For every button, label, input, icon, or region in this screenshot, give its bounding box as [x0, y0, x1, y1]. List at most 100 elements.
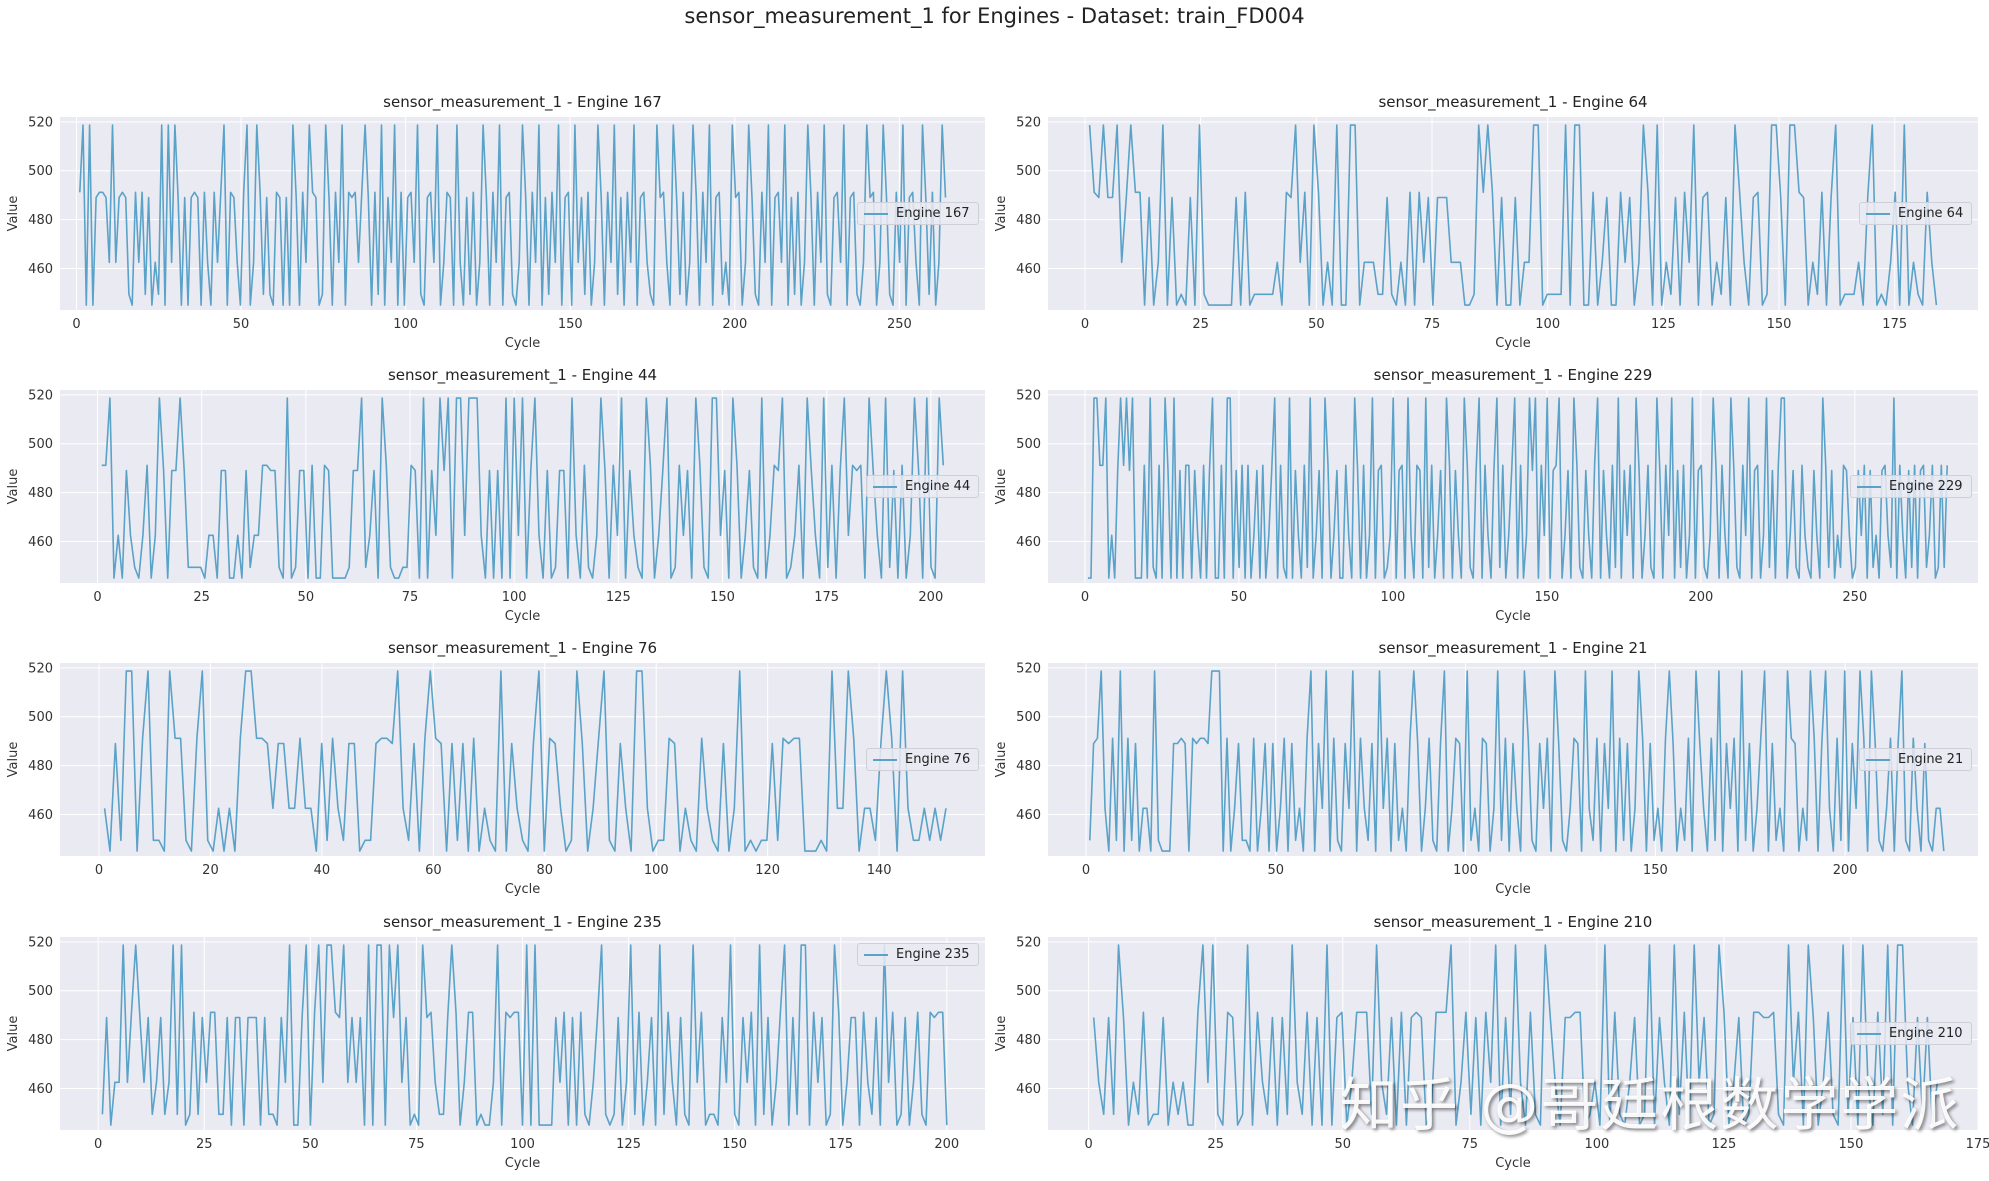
- x-tick-label: 250: [1842, 590, 1867, 605]
- legend: Engine 21: [1859, 748, 1973, 771]
- x-tick-label: 125: [1651, 317, 1676, 332]
- y-tick-label: 480: [1016, 759, 1041, 774]
- x-tick-label: 150: [558, 317, 583, 332]
- y-tick-label: 520: [1016, 115, 1041, 130]
- y-axis-label: Value: [6, 196, 21, 232]
- y-tick-label: 460: [1016, 535, 1041, 550]
- legend: Engine 167: [857, 202, 979, 225]
- y-tick-label: 480: [28, 213, 53, 228]
- legend-label: Engine 210: [1889, 1026, 1963, 1041]
- x-axis-label: Cycle: [1495, 336, 1531, 351]
- x-tick-label: 100: [1380, 590, 1405, 605]
- y-axis-label: Value: [994, 742, 1009, 778]
- x-tick-label: 50: [302, 1137, 319, 1152]
- x-tick-label: 50: [1308, 317, 1325, 332]
- series-line: [101, 397, 945, 579]
- y-tick-label: 460: [28, 262, 53, 277]
- subplot-2: 0 25 50 75 100 125 150 175 200 460 480 500 520 sensor…: [6, 366, 985, 624]
- x-tick-label: 100: [1535, 317, 1560, 332]
- x-axis-label: Cycle: [505, 882, 541, 897]
- y-tick-label: 460: [28, 1082, 53, 1097]
- figure-title: sensor_measurement_1 for Engines - Datas…: [684, 4, 1305, 28]
- x-tick-label: 175: [1882, 317, 1907, 332]
- x-tick-label: 125: [1711, 1137, 1736, 1152]
- x-tick-label: 100: [510, 1137, 535, 1152]
- subplot-title: sensor_measurement_1 - Engine 64: [1378, 93, 1647, 112]
- subplot-title: sensor_measurement_1 - Engine 235: [383, 913, 662, 932]
- x-tick-label: 100: [502, 590, 527, 605]
- x-tick-label: 250: [887, 317, 912, 332]
- y-axis-label: Value: [994, 469, 1009, 505]
- y-tick-label: 480: [1016, 1033, 1041, 1048]
- x-tick-label: 50: [1334, 1137, 1351, 1152]
- y-tick-label: 520: [28, 388, 53, 403]
- x-tick-label: 150: [710, 590, 735, 605]
- y-tick-label: 500: [1016, 437, 1041, 452]
- legend: Engine 210: [1850, 1022, 1972, 1045]
- x-tick-label: 100: [644, 863, 669, 878]
- legend-swatch: [1866, 758, 1890, 761]
- y-tick-label: 480: [1016, 213, 1041, 228]
- x-axis-label: Cycle: [505, 609, 541, 624]
- legend-swatch: [1857, 1032, 1881, 1035]
- y-axis-label: Value: [6, 469, 21, 505]
- y-tick-label: 460: [1016, 1082, 1041, 1097]
- series-line: [1089, 670, 1945, 852]
- legend-swatch: [873, 485, 897, 488]
- plot-background: [60, 663, 985, 856]
- x-tick-label: 125: [616, 1137, 641, 1152]
- legend: Engine 64: [1859, 202, 1973, 225]
- x-axis-label: Cycle: [1495, 882, 1531, 897]
- legend-label: Engine 64: [1898, 206, 1964, 221]
- x-tick-label: 200: [1688, 590, 1713, 605]
- x-tick-label: 50: [233, 317, 250, 332]
- legend-label: Engine 235: [896, 947, 970, 962]
- subplot-title: sensor_measurement_1 - Engine 210: [1374, 913, 1653, 932]
- x-tick-label: 75: [402, 590, 419, 605]
- legend: Engine 76: [866, 748, 980, 771]
- x-tick-label: 125: [606, 590, 631, 605]
- x-tick-label: 175: [1966, 1137, 1989, 1152]
- x-tick-label: 175: [814, 590, 839, 605]
- subplot-4: 0 20 40 60 80 100 120 140 460 480 500 520 sensor_mea…: [6, 639, 985, 897]
- x-tick-label: 50: [1267, 863, 1284, 878]
- legend: Engine 229: [1850, 475, 1972, 498]
- legend-label: Engine 167: [896, 206, 970, 221]
- y-tick-label: 520: [1016, 388, 1041, 403]
- y-tick-label: 520: [28, 935, 53, 950]
- y-axis-label: Value: [6, 742, 21, 778]
- x-tick-label: 25: [1207, 1137, 1224, 1152]
- x-tick-label: 75: [1424, 317, 1441, 332]
- x-tick-label: 50: [298, 590, 315, 605]
- series-line: [1088, 397, 1948, 579]
- y-tick-label: 500: [28, 164, 53, 179]
- y-tick-label: 500: [1016, 984, 1041, 999]
- y-axis-label: Value: [6, 1016, 21, 1052]
- x-tick-label: 120: [755, 863, 780, 878]
- subplot-title: sensor_measurement_1 - Engine 76: [388, 639, 657, 658]
- legend-swatch: [1866, 212, 1890, 215]
- x-tick-label: 25: [193, 590, 210, 605]
- subplot-title: sensor_measurement_1 - Engine 21: [1378, 639, 1647, 658]
- y-tick-label: 500: [1016, 164, 1041, 179]
- y-tick-label: 460: [28, 535, 53, 550]
- x-tick-label: 200: [934, 1137, 959, 1152]
- y-axis-label: Value: [994, 1016, 1009, 1052]
- y-tick-label: 480: [28, 486, 53, 501]
- legend-swatch: [864, 953, 888, 956]
- y-tick-label: 500: [1016, 710, 1041, 725]
- x-tick-label: 60: [425, 863, 442, 878]
- x-tick-label: 140: [867, 863, 892, 878]
- subplot-title: sensor_measurement_1 - Engine 229: [1374, 366, 1653, 385]
- legend-label: Engine 44: [905, 479, 971, 494]
- subplot-3: 0 50 100 150 200 250 460 480 500 520 sensor_measur…: [994, 366, 1978, 624]
- y-tick-label: 520: [28, 115, 53, 130]
- x-tick-label: 150: [1534, 590, 1559, 605]
- x-tick-label: 150: [722, 1137, 747, 1152]
- y-tick-label: 460: [1016, 808, 1041, 823]
- x-tick-label: 100: [393, 317, 418, 332]
- legend-label: Engine 21: [1898, 752, 1964, 767]
- subplot-5: 0 50 100 150 200 460 480 500 520 sensor_measureme…: [994, 639, 1978, 897]
- series-line: [79, 124, 947, 306]
